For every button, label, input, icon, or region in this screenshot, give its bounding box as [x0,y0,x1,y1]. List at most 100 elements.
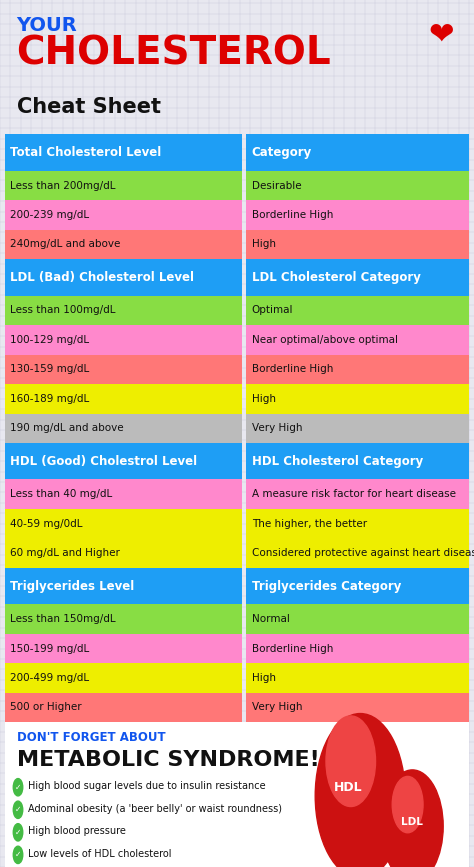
Text: 200-499 mg/dL: 200-499 mg/dL [10,673,90,683]
Text: LDL Cholesterol Category: LDL Cholesterol Category [252,271,420,284]
Bar [5,634,242,663]
Bar [5,325,242,355]
Text: LDL: LDL [401,817,423,827]
Text: High: High [252,394,276,404]
Bar [5,568,242,604]
Text: Less than 100mg/dL: Less than 100mg/dL [10,305,116,316]
Text: HDL: HDL [334,781,363,793]
Text: Cheat Sheet: Cheat Sheet [17,97,161,117]
Text: ✓: ✓ [15,828,21,837]
Text: YOUR: YOUR [17,16,77,35]
Bar [246,538,469,568]
Text: 160-189 mg/dL: 160-189 mg/dL [10,394,90,404]
Text: High: High [252,673,276,683]
Text: Triglycerides Category: Triglycerides Category [252,580,401,592]
Bar [5,200,242,230]
Text: Adominal obesity (a 'beer belly' or waist roundness): Adominal obesity (a 'beer belly' or wais… [28,804,283,814]
Bar [246,634,469,663]
Bar [246,384,469,414]
Bar [5,296,242,325]
Circle shape [382,770,443,867]
Text: LDL (Bad) Cholesterol Level: LDL (Bad) Cholesterol Level [10,271,194,284]
Text: ❤: ❤ [428,22,454,50]
Bar [246,693,469,722]
Text: Optimal: Optimal [252,305,293,316]
Text: Desirable: Desirable [252,180,301,191]
Text: 60 mg/dL and Higher: 60 mg/dL and Higher [10,548,120,558]
Bar [5,663,242,693]
Text: Less than 150mg/dL: Less than 150mg/dL [10,614,116,624]
Bar [246,230,469,259]
Text: Borderline High: Borderline High [252,210,333,220]
Text: 200-239 mg/dL: 200-239 mg/dL [10,210,90,220]
Bar [246,443,469,479]
Bar [246,355,469,384]
Bar [5,171,242,200]
Text: ✓: ✓ [15,851,21,859]
Text: High: High [252,239,276,250]
Bar [5,604,242,634]
Text: 240mg/dL and above: 240mg/dL and above [10,239,121,250]
Bar [246,604,469,634]
Text: 100-129 mg/dL: 100-129 mg/dL [10,335,90,345]
Bar [246,134,469,171]
Text: Total Cholesterol Level: Total Cholesterol Level [10,147,162,159]
Bar [246,171,469,200]
Text: 150-199 mg/dL: 150-199 mg/dL [10,643,90,654]
Text: Low levels of HDL cholesterol: Low levels of HDL cholesterol [28,849,172,859]
Bar [5,355,242,384]
Circle shape [13,824,23,841]
Bar [5,538,242,568]
Bar [5,479,242,509]
Text: Borderline High: Borderline High [252,643,333,654]
Bar [5,414,242,443]
Circle shape [326,716,375,806]
Text: HDL (Good) Cholestrol Level: HDL (Good) Cholestrol Level [10,455,198,467]
Text: Less than 40 mg/dL: Less than 40 mg/dL [10,489,113,499]
Bar [246,509,469,538]
Bar [246,259,469,296]
Bar [5,230,242,259]
Circle shape [13,846,23,864]
Bar [246,479,469,509]
Bar [246,414,469,443]
Bar [246,296,469,325]
Text: Borderline High: Borderline High [252,364,333,375]
Circle shape [315,714,405,867]
Text: A measure risk factor for heart disease: A measure risk factor for heart disease [252,489,456,499]
Bar [5,693,242,722]
Bar [5,443,242,479]
Bar [246,325,469,355]
Text: HDL Cholesterol Category: HDL Cholesterol Category [252,455,423,467]
Circle shape [392,777,423,833]
Text: 130-159 mg/dL: 130-159 mg/dL [10,364,90,375]
Text: DON'T FORGET ABOUT: DON'T FORGET ABOUT [17,731,165,744]
Text: Less than 200mg/dL: Less than 200mg/dL [10,180,116,191]
Bar [246,568,469,604]
Text: 40-59 mg/0dL: 40-59 mg/0dL [10,518,83,529]
Text: Considered protective against heart disease: Considered protective against heart dise… [252,548,474,558]
Text: High blood pressure: High blood pressure [28,826,126,837]
Text: 500 or Higher: 500 or Higher [10,702,82,713]
Circle shape [13,801,23,818]
Text: ✓: ✓ [15,805,21,814]
Text: Near optimal/above optimal: Near optimal/above optimal [252,335,398,345]
Text: Category: Category [252,147,312,159]
Text: Very High: Very High [252,423,302,434]
Text: 190 mg/dL and above: 190 mg/dL and above [10,423,124,434]
Text: Normal: Normal [252,614,290,624]
Text: CHOLESTEROL: CHOLESTEROL [17,35,331,73]
Text: Triglycerides Level: Triglycerides Level [10,580,135,592]
Bar [5,509,242,538]
Bar [5,384,242,414]
Text: METABOLIC SYNDROME!: METABOLIC SYNDROME! [17,750,319,770]
Circle shape [13,779,23,796]
Text: Very High: Very High [252,702,302,713]
Bar [5,722,469,867]
Text: ✓: ✓ [15,783,21,792]
Text: High blood sugar levels due to insulin resistance: High blood sugar levels due to insulin r… [28,781,266,792]
Bar [5,259,242,296]
Text: The higher, the better: The higher, the better [252,518,367,529]
Bar [246,200,469,230]
Bar [5,134,242,171]
